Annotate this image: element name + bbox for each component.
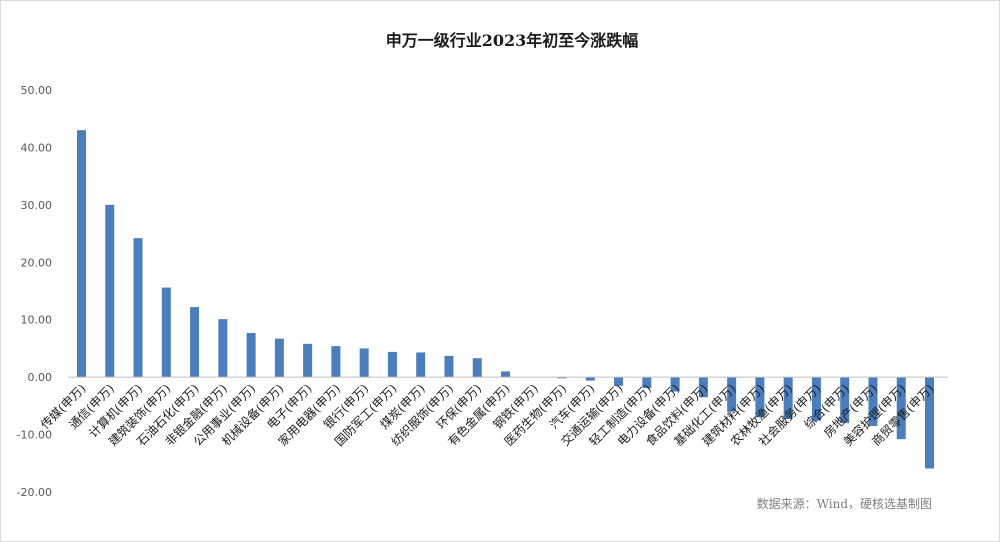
y-tick-label: 50.00 [21, 84, 53, 97]
bar [698, 377, 708, 398]
bar [614, 377, 624, 386]
y-tick-label: -10.00 [17, 429, 52, 442]
bar [77, 130, 86, 378]
bar [840, 377, 850, 424]
bar [896, 377, 906, 440]
source-note: 数据来源：Wind，硬核选基制图 [757, 496, 932, 511]
bar [274, 338, 284, 378]
chart-title: 申万一级行业2023年初至今涨跌幅 [386, 31, 639, 50]
y-tick-label: 30.00 [21, 199, 53, 212]
bar [246, 332, 256, 378]
y-tick-label: 20.00 [21, 256, 53, 269]
bar [190, 307, 200, 378]
bar [133, 238, 143, 378]
bar [811, 377, 821, 421]
y-tick-label: -20.00 [17, 486, 52, 499]
bar [444, 355, 454, 378]
bar [359, 348, 369, 378]
bar [585, 377, 595, 381]
bar [218, 319, 228, 378]
bar [727, 377, 737, 412]
bar [416, 352, 426, 378]
bar [755, 377, 765, 418]
bar [387, 351, 397, 378]
bar [331, 346, 341, 378]
y-tick-label: 0.00 [28, 371, 53, 384]
bar [105, 204, 115, 378]
bar [670, 377, 680, 392]
bars [77, 130, 934, 469]
y-tick-label: 10.00 [21, 314, 53, 327]
bar [557, 377, 567, 379]
bar [501, 371, 510, 378]
bar [472, 358, 482, 378]
y-axis-ticks: 50.00 40.00 30.00 20.00 10.00 0.00 -10.00 -20.0… [17, 84, 52, 499]
bar [783, 377, 793, 420]
bar [161, 287, 171, 378]
bar [925, 377, 934, 469]
category-labels: 传媒(申万)通信(申万)计算机(申万)建筑装饰(申万)石油石化(申万)非银金融(… [37, 381, 936, 449]
bar [868, 377, 878, 426]
y-tick-label: 40.00 [21, 141, 53, 154]
bar [303, 343, 313, 378]
bar [642, 377, 652, 389]
